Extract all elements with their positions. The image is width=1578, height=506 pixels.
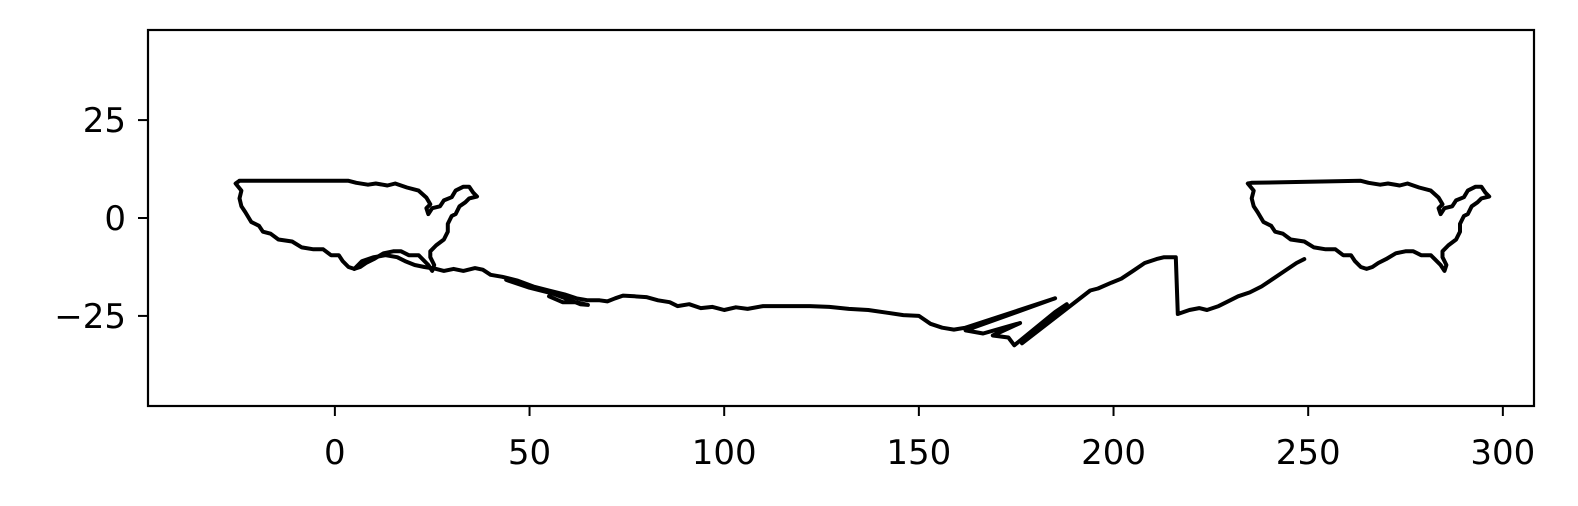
y-tick-label: −25	[54, 297, 126, 337]
x-tick-label: 250	[1276, 433, 1341, 473]
y-tick-label: 0	[104, 199, 126, 239]
x-tick-label: 0	[324, 433, 346, 473]
x-tick-label: 200	[1081, 433, 1146, 473]
x-axis: 0 50 100 150 200 250 300	[324, 406, 1535, 473]
x-tick-label: 300	[1470, 433, 1535, 473]
plot-frame	[146, 28, 1536, 408]
x-tick-label: 50	[508, 433, 551, 473]
series-line-1	[233, 178, 479, 273]
series-line-3	[504, 277, 590, 307]
x-tick-label: 100	[692, 433, 757, 473]
y-tick-label: 25	[83, 101, 126, 141]
series-line-4	[1245, 178, 1492, 273]
y-axis: 25 0 −25	[54, 101, 148, 337]
x-tick-label: 150	[886, 433, 951, 473]
series-layer	[233, 178, 1492, 348]
series-line-2	[352, 253, 1307, 348]
